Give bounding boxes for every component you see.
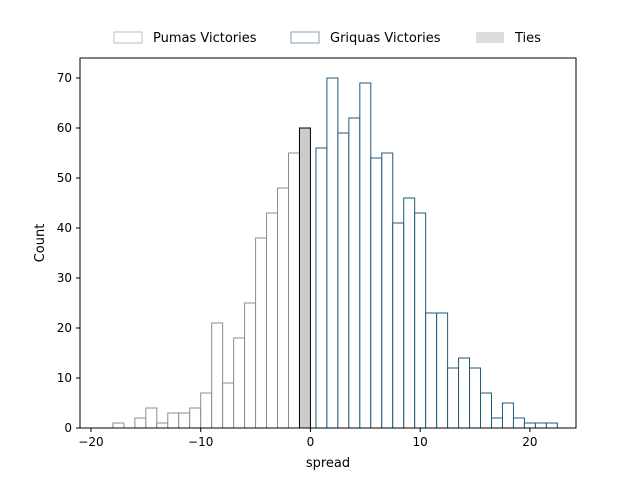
y-tick-label: 30 xyxy=(57,271,72,285)
bar-pumas-victories-12 xyxy=(255,237,268,429)
bar-griquas-victories-5 xyxy=(370,157,383,429)
bar-griquas-victories-8 xyxy=(403,197,416,429)
bar-griquas-victories-0 xyxy=(315,147,328,429)
bars-layer xyxy=(112,77,558,429)
legend-label-pumas: Pumas Victories xyxy=(153,31,257,46)
x-tick-label: 0 xyxy=(307,435,315,449)
y-tick-label: 60 xyxy=(57,121,72,135)
bar-pumas-victories-11 xyxy=(244,302,257,429)
bar-pumas-victories-2 xyxy=(145,407,158,429)
bar-ties-0 xyxy=(298,127,311,429)
legend-swatch-griquas xyxy=(290,31,320,44)
bar-griquas-victories-11 xyxy=(436,312,449,429)
x-tick-label: −20 xyxy=(78,435,103,449)
bar-pumas-victories-9 xyxy=(222,382,235,429)
bar-griquas-victories-13 xyxy=(458,357,471,429)
legend-swatch-pumas xyxy=(113,31,143,44)
y-axis-label: Count xyxy=(33,224,48,263)
bar-griquas-victories-14 xyxy=(469,367,482,429)
y-tick-label: 10 xyxy=(57,371,72,385)
bar-griquas-victories-17 xyxy=(501,402,514,429)
legend-label-ties: Ties xyxy=(514,31,541,46)
x-axis-label: spread xyxy=(306,456,350,471)
y-axis: 0 10 20 30 40 50 60 70 xyxy=(57,71,80,435)
bar-pumas-victories-1 xyxy=(134,417,147,429)
bar-griquas-victories-19 xyxy=(523,422,536,429)
legend-swatch-ties xyxy=(476,32,504,43)
bar-griquas-victories-9 xyxy=(414,212,427,429)
bar-pumas-victories-0 xyxy=(112,422,125,429)
y-tick-label: 20 xyxy=(57,321,72,335)
bar-griquas-victories-21 xyxy=(545,422,558,429)
x-tick-label: −10 xyxy=(188,435,213,449)
bar-pumas-victories-15 xyxy=(288,152,300,429)
bar-pumas-victories-7 xyxy=(200,392,213,429)
y-tick-label: 70 xyxy=(57,71,72,85)
bar-griquas-victories-3 xyxy=(348,117,361,429)
legend-label-griquas: Griquas Victories xyxy=(330,31,441,46)
bar-pumas-victories-10 xyxy=(233,337,246,429)
bar-griquas-victories-4 xyxy=(359,82,372,429)
bar-pumas-victories-14 xyxy=(277,187,289,429)
bar-griquas-victories-2 xyxy=(337,132,350,429)
bar-pumas-victories-3 xyxy=(156,422,169,429)
bar-griquas-victories-6 xyxy=(381,152,394,429)
x-tick-label: 20 xyxy=(522,435,537,449)
bar-griquas-victories-18 xyxy=(512,417,525,429)
bar-griquas-victories-10 xyxy=(425,312,438,429)
x-tick-label: 10 xyxy=(413,435,428,449)
plot-frame xyxy=(79,57,577,429)
bar-pumas-victories-4 xyxy=(167,412,180,429)
y-tick-label: 50 xyxy=(57,171,72,185)
bar-griquas-victories-7 xyxy=(392,222,405,429)
y-tick-label: 40 xyxy=(57,221,72,235)
bar-griquas-victories-20 xyxy=(534,422,547,429)
legend: Pumas Victories Griquas Victories Ties xyxy=(113,31,541,46)
bar-griquas-victories-12 xyxy=(447,367,460,429)
bar-griquas-victories-16 xyxy=(491,417,503,429)
bar-griquas-victories-15 xyxy=(480,392,492,429)
bar-pumas-victories-6 xyxy=(189,407,202,429)
x-axis: −20 −10 0 10 20 xyxy=(78,428,538,449)
bar-pumas-victories-8 xyxy=(211,322,224,429)
y-tick-label: 0 xyxy=(64,421,72,435)
bar-pumas-victories-5 xyxy=(178,412,191,429)
bar-pumas-victories-13 xyxy=(266,212,279,429)
bar-griquas-victories-1 xyxy=(326,77,339,429)
